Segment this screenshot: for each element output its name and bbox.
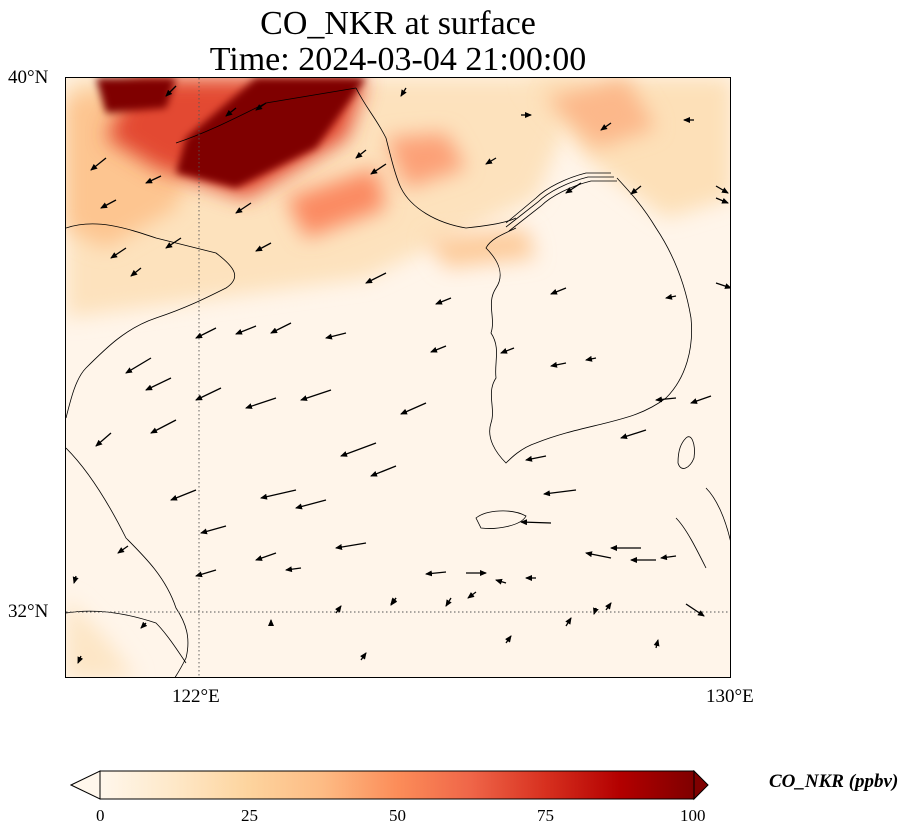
wind-arrow bbox=[585, 551, 612, 559]
wind-arrow bbox=[660, 554, 677, 561]
wind-arrow bbox=[600, 122, 612, 131]
wind-arrow bbox=[630, 185, 642, 195]
lat-label-40n: 40°N bbox=[8, 67, 49, 88]
lat-label-32n: 32°N bbox=[8, 601, 49, 622]
wind-arrow bbox=[165, 237, 182, 249]
wind-arrow bbox=[130, 267, 142, 277]
lon-label-122e: 122°E bbox=[172, 686, 220, 707]
colorbar-tick-25: 25 bbox=[241, 806, 258, 825]
wind-arrow bbox=[77, 655, 84, 664]
wind-arrow bbox=[170, 489, 197, 501]
colorbar-max-extend bbox=[693, 770, 709, 801]
colorbar-tick-50: 50 bbox=[389, 806, 406, 825]
wind-arrow bbox=[117, 545, 129, 554]
wind-arrow bbox=[593, 607, 599, 615]
colorbar-gradient bbox=[99, 770, 695, 800]
wind-arrow bbox=[445, 597, 452, 607]
wind-arrow bbox=[525, 455, 547, 462]
wind-arrow bbox=[255, 552, 277, 561]
wind-arrow bbox=[110, 247, 127, 259]
wind-arrow bbox=[520, 519, 552, 526]
map-canvas bbox=[66, 78, 730, 677]
wind-arrow bbox=[500, 347, 515, 354]
wind-arrow bbox=[145, 175, 162, 184]
wind-arrow bbox=[165, 85, 177, 97]
wind-arrow bbox=[295, 499, 327, 510]
wind-arrow bbox=[565, 182, 582, 194]
wind-arrow bbox=[95, 432, 112, 447]
colorbar bbox=[70, 770, 709, 801]
map-panel bbox=[65, 77, 731, 678]
wind-arrow bbox=[195, 569, 217, 578]
wind-arrow bbox=[340, 442, 377, 457]
wind-arrow bbox=[270, 322, 292, 334]
wind-arrow bbox=[620, 429, 647, 440]
colorbar-label: CO_NKR (ppbv) bbox=[769, 771, 899, 792]
wind-arrow bbox=[335, 605, 342, 614]
wind-arrow bbox=[690, 395, 712, 404]
wind-arrow bbox=[365, 272, 387, 284]
wind-arrow bbox=[715, 185, 729, 194]
wind-arrow bbox=[400, 402, 427, 415]
gridlines bbox=[66, 78, 730, 677]
wind-arrow bbox=[400, 87, 407, 97]
wind-arrow bbox=[543, 489, 577, 497]
wind-vectors bbox=[72, 85, 730, 664]
wind-arrow bbox=[485, 157, 497, 165]
wind-arrow bbox=[260, 489, 297, 500]
wind-arrow bbox=[255, 242, 272, 252]
wind-arrow bbox=[435, 297, 452, 305]
colorbar-tick-100: 100 bbox=[680, 806, 706, 825]
wind-arrow bbox=[150, 419, 177, 434]
wind-arrow bbox=[467, 591, 477, 599]
chart-subtitle-time: Time: 2024-03-04 21:00:00 bbox=[209, 41, 587, 78]
colorbar-tick-0: 0 bbox=[96, 806, 105, 825]
wind-arrow bbox=[125, 357, 152, 374]
colorbar-min-extend bbox=[70, 770, 101, 800]
wind-arrow bbox=[235, 325, 257, 335]
concentration-field bbox=[66, 78, 730, 677]
wind-arrow bbox=[655, 396, 677, 403]
wind-arrow bbox=[225, 107, 237, 117]
wind-arrow bbox=[325, 332, 347, 340]
wind-arrow bbox=[140, 621, 148, 629]
wind-arrow bbox=[355, 149, 367, 159]
wind-arrow bbox=[370, 465, 397, 477]
wind-arrow bbox=[145, 377, 172, 391]
wind-arrow bbox=[360, 652, 367, 661]
wind-arrow bbox=[425, 570, 447, 577]
wind-arrow bbox=[605, 602, 612, 611]
wind-arrow bbox=[550, 287, 567, 295]
wind-arrow bbox=[72, 575, 79, 584]
wind-arrow bbox=[715, 282, 730, 289]
wind-arrow bbox=[195, 327, 217, 339]
wind-arrow bbox=[300, 389, 332, 401]
wind-arrow bbox=[200, 525, 227, 535]
wind-arrow bbox=[370, 163, 387, 175]
wind-arrow bbox=[685, 603, 705, 617]
wind-arrow bbox=[245, 397, 277, 409]
wind-arrow bbox=[665, 293, 677, 300]
wind-arrow bbox=[505, 635, 512, 644]
wind-arrow bbox=[715, 197, 729, 204]
wind-arrow bbox=[335, 542, 367, 550]
wind-arrow bbox=[585, 355, 597, 362]
wind-arrow bbox=[495, 578, 507, 585]
wind-arrow bbox=[430, 345, 447, 353]
wind-arrow bbox=[235, 202, 252, 214]
wind-arrow bbox=[565, 617, 572, 627]
colorbar-tick-75: 75 bbox=[537, 806, 554, 825]
wind-arrow bbox=[195, 387, 222, 401]
wind-arrow bbox=[90, 157, 107, 171]
chart-title: CO_NKR at surface bbox=[260, 5, 536, 42]
wind-arrow bbox=[255, 102, 267, 111]
wind-arrow bbox=[100, 199, 117, 209]
wind-arrow bbox=[285, 566, 302, 573]
wind-arrow bbox=[653, 639, 660, 649]
wind-arrow bbox=[390, 597, 398, 605]
wind-arrow bbox=[550, 361, 567, 368]
lon-label-130e: 130°E bbox=[706, 686, 754, 707]
